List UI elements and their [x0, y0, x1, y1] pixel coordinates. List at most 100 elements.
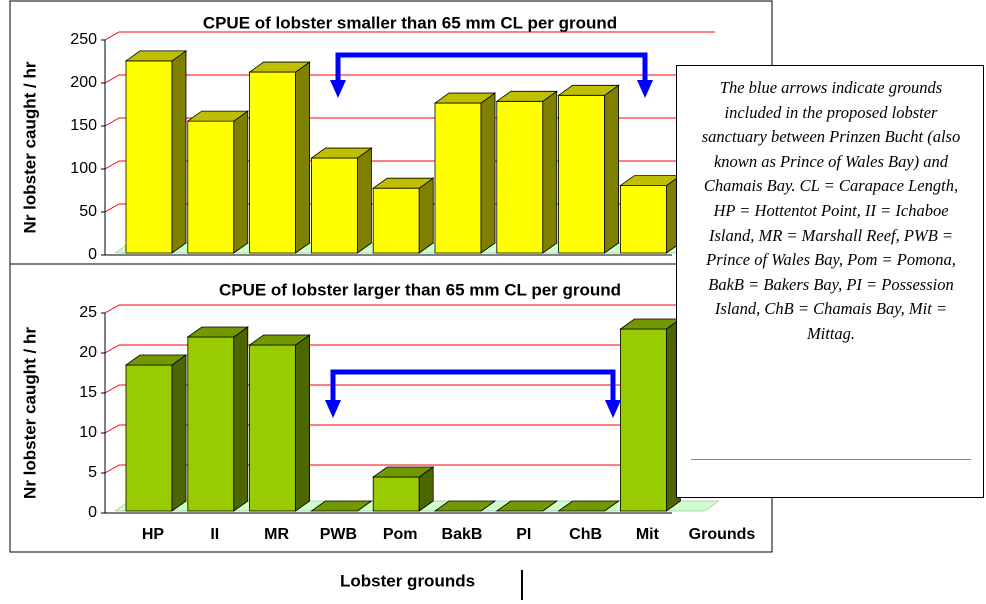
- x-tick-label: II: [210, 526, 219, 543]
- bar-top: [371, 177, 435, 189]
- bar-side: [171, 50, 187, 254]
- bar: [186, 326, 250, 512]
- bar-front: [620, 328, 667, 512]
- bar-front: [187, 120, 235, 254]
- bar-side: [233, 110, 249, 254]
- grid-line: [104, 31, 715, 41]
- x-tick-label: ChB: [569, 526, 602, 543]
- bar-front: [125, 60, 173, 254]
- chart-title: CPUE of lobster smaller than 65 mm CL pe…: [203, 13, 617, 32]
- bar-side: [295, 334, 311, 512]
- arrow: [330, 369, 616, 404]
- arrowhead: [330, 80, 346, 98]
- bar: [371, 177, 435, 254]
- bar-side: [233, 326, 249, 512]
- x-tick-label: Mit: [636, 526, 660, 543]
- bar-front: [187, 336, 235, 512]
- bar: [124, 50, 188, 254]
- grid-line: [104, 344, 715, 354]
- bar: [433, 500, 497, 512]
- x-tick-label: BakB: [442, 526, 483, 543]
- x-axis-label: Grounds: [689, 526, 756, 543]
- y-tick-label: 0: [88, 246, 97, 263]
- bar-front: [125, 364, 173, 512]
- x-tick-label: PWB: [320, 526, 357, 543]
- bar: [495, 500, 559, 512]
- bar-top: [248, 334, 311, 346]
- arrowhead: [605, 400, 621, 418]
- bar-top: [433, 500, 497, 512]
- y-tick-label: 10: [79, 424, 97, 441]
- bar-side: [418, 177, 434, 254]
- bar-front: [620, 185, 667, 254]
- bar: [433, 92, 497, 254]
- note-box: The blue arrows indicate grounds include…: [676, 65, 984, 498]
- bar-top: [248, 61, 311, 73]
- bar: [619, 174, 682, 254]
- bar-front: [249, 71, 297, 254]
- y-axis-label: Nr lobster caught / hr: [20, 327, 39, 499]
- bar-top: [495, 500, 559, 512]
- y-tick-label: 5: [88, 464, 97, 481]
- y-tick-label: 200: [70, 74, 97, 91]
- bar-top: [186, 326, 250, 338]
- bar-top: [124, 50, 188, 62]
- note-rule: [691, 459, 971, 460]
- x-tick-label: Pom: [383, 526, 418, 543]
- bar-top: [557, 84, 620, 96]
- bar-front: [558, 94, 605, 254]
- arrowhead: [637, 80, 653, 98]
- figure-xlabel: Lobster grounds: [340, 571, 475, 590]
- grid-line: [104, 74, 715, 84]
- y-tick-label: 15: [79, 384, 97, 401]
- bar-side: [171, 354, 187, 512]
- bar-front: [496, 100, 544, 254]
- bar-side: [604, 84, 619, 254]
- bar-top: [186, 110, 250, 122]
- chart-title: CPUE of lobster larger than 65 mm CL per…: [219, 280, 621, 299]
- bar: [557, 500, 620, 512]
- bar-side: [295, 61, 311, 254]
- bar-top: [310, 500, 373, 512]
- arrow: [335, 52, 648, 84]
- bar: [619, 318, 682, 512]
- arrowhead: [325, 400, 341, 418]
- y-tick-label: 50: [79, 203, 97, 220]
- bar: [248, 334, 311, 512]
- bar-top: [371, 466, 435, 478]
- bar-front: [372, 476, 420, 512]
- bar: [124, 354, 188, 512]
- bar-top: [495, 90, 559, 102]
- bar: [371, 466, 435, 512]
- y-tick-label: 20: [79, 344, 97, 361]
- y-tick-label: 25: [79, 304, 97, 321]
- bar-side: [542, 90, 558, 254]
- bar-front: [372, 187, 420, 254]
- bar: [248, 61, 311, 254]
- bar-top: [310, 147, 373, 159]
- bar-side: [356, 147, 372, 254]
- grid-line: [104, 304, 715, 314]
- y-tick-label: 150: [70, 117, 97, 134]
- x-tick-label: MR: [264, 526, 289, 543]
- grid-line: [104, 424, 715, 434]
- bar-side: [480, 92, 496, 254]
- grid-line: [104, 464, 715, 474]
- bar-top: [557, 500, 620, 512]
- bar-front: [310, 157, 358, 254]
- note-text: The blue arrows indicate grounds include…: [701, 78, 961, 343]
- bar: [310, 500, 373, 512]
- y-tick-label: 100: [70, 160, 97, 177]
- grid-line: [104, 384, 715, 394]
- bar: [557, 84, 620, 254]
- y-tick-label: 250: [70, 31, 97, 48]
- bar: [186, 110, 250, 254]
- bar-front: [249, 344, 297, 512]
- bar-top: [124, 354, 188, 366]
- x-tick-label: PI: [516, 526, 531, 543]
- bar-top: [433, 92, 497, 104]
- bar-front: [434, 102, 482, 254]
- bar: [310, 147, 373, 254]
